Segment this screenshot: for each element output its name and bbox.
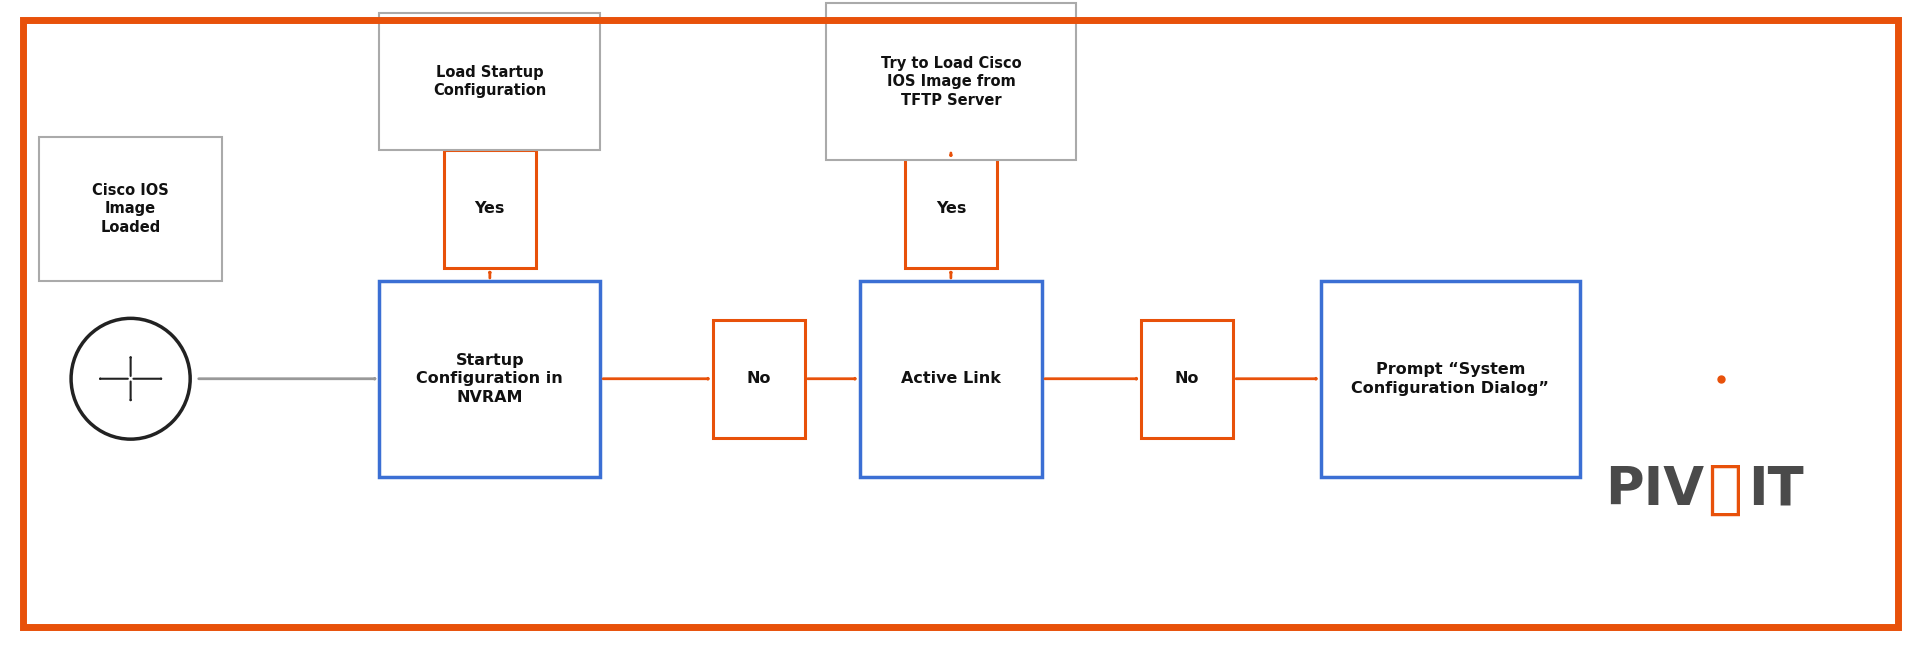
Text: PIV: PIV	[1604, 464, 1704, 516]
FancyBboxPatch shape	[861, 281, 1041, 477]
FancyBboxPatch shape	[38, 137, 223, 281]
Text: Yes: Yes	[474, 202, 505, 216]
Text: ⧹: ⧹	[1708, 461, 1742, 518]
Text: Startup
Configuration in
NVRAM: Startup Configuration in NVRAM	[417, 353, 563, 405]
FancyBboxPatch shape	[380, 281, 599, 477]
Text: Cisco IOS
Image
Loaded: Cisco IOS Image Loaded	[92, 183, 169, 235]
FancyBboxPatch shape	[1141, 320, 1233, 438]
FancyBboxPatch shape	[380, 13, 599, 150]
FancyBboxPatch shape	[905, 150, 997, 268]
FancyBboxPatch shape	[826, 3, 1076, 160]
Text: IT: IT	[1748, 464, 1804, 516]
FancyBboxPatch shape	[713, 320, 805, 438]
Text: Prompt “System
Configuration Dialog”: Prompt “System Configuration Dialog”	[1350, 362, 1550, 396]
Text: No: No	[747, 372, 770, 386]
Ellipse shape	[71, 319, 190, 439]
Text: Yes: Yes	[936, 202, 966, 216]
FancyBboxPatch shape	[1322, 281, 1579, 477]
Text: Load Startup
Configuration: Load Startup Configuration	[434, 65, 546, 99]
Text: Try to Load Cisco
IOS Image from
TFTP Server: Try to Load Cisco IOS Image from TFTP Se…	[880, 56, 1022, 108]
FancyBboxPatch shape	[444, 150, 536, 268]
Text: No: No	[1176, 372, 1199, 386]
Text: Active Link: Active Link	[901, 372, 1001, 386]
